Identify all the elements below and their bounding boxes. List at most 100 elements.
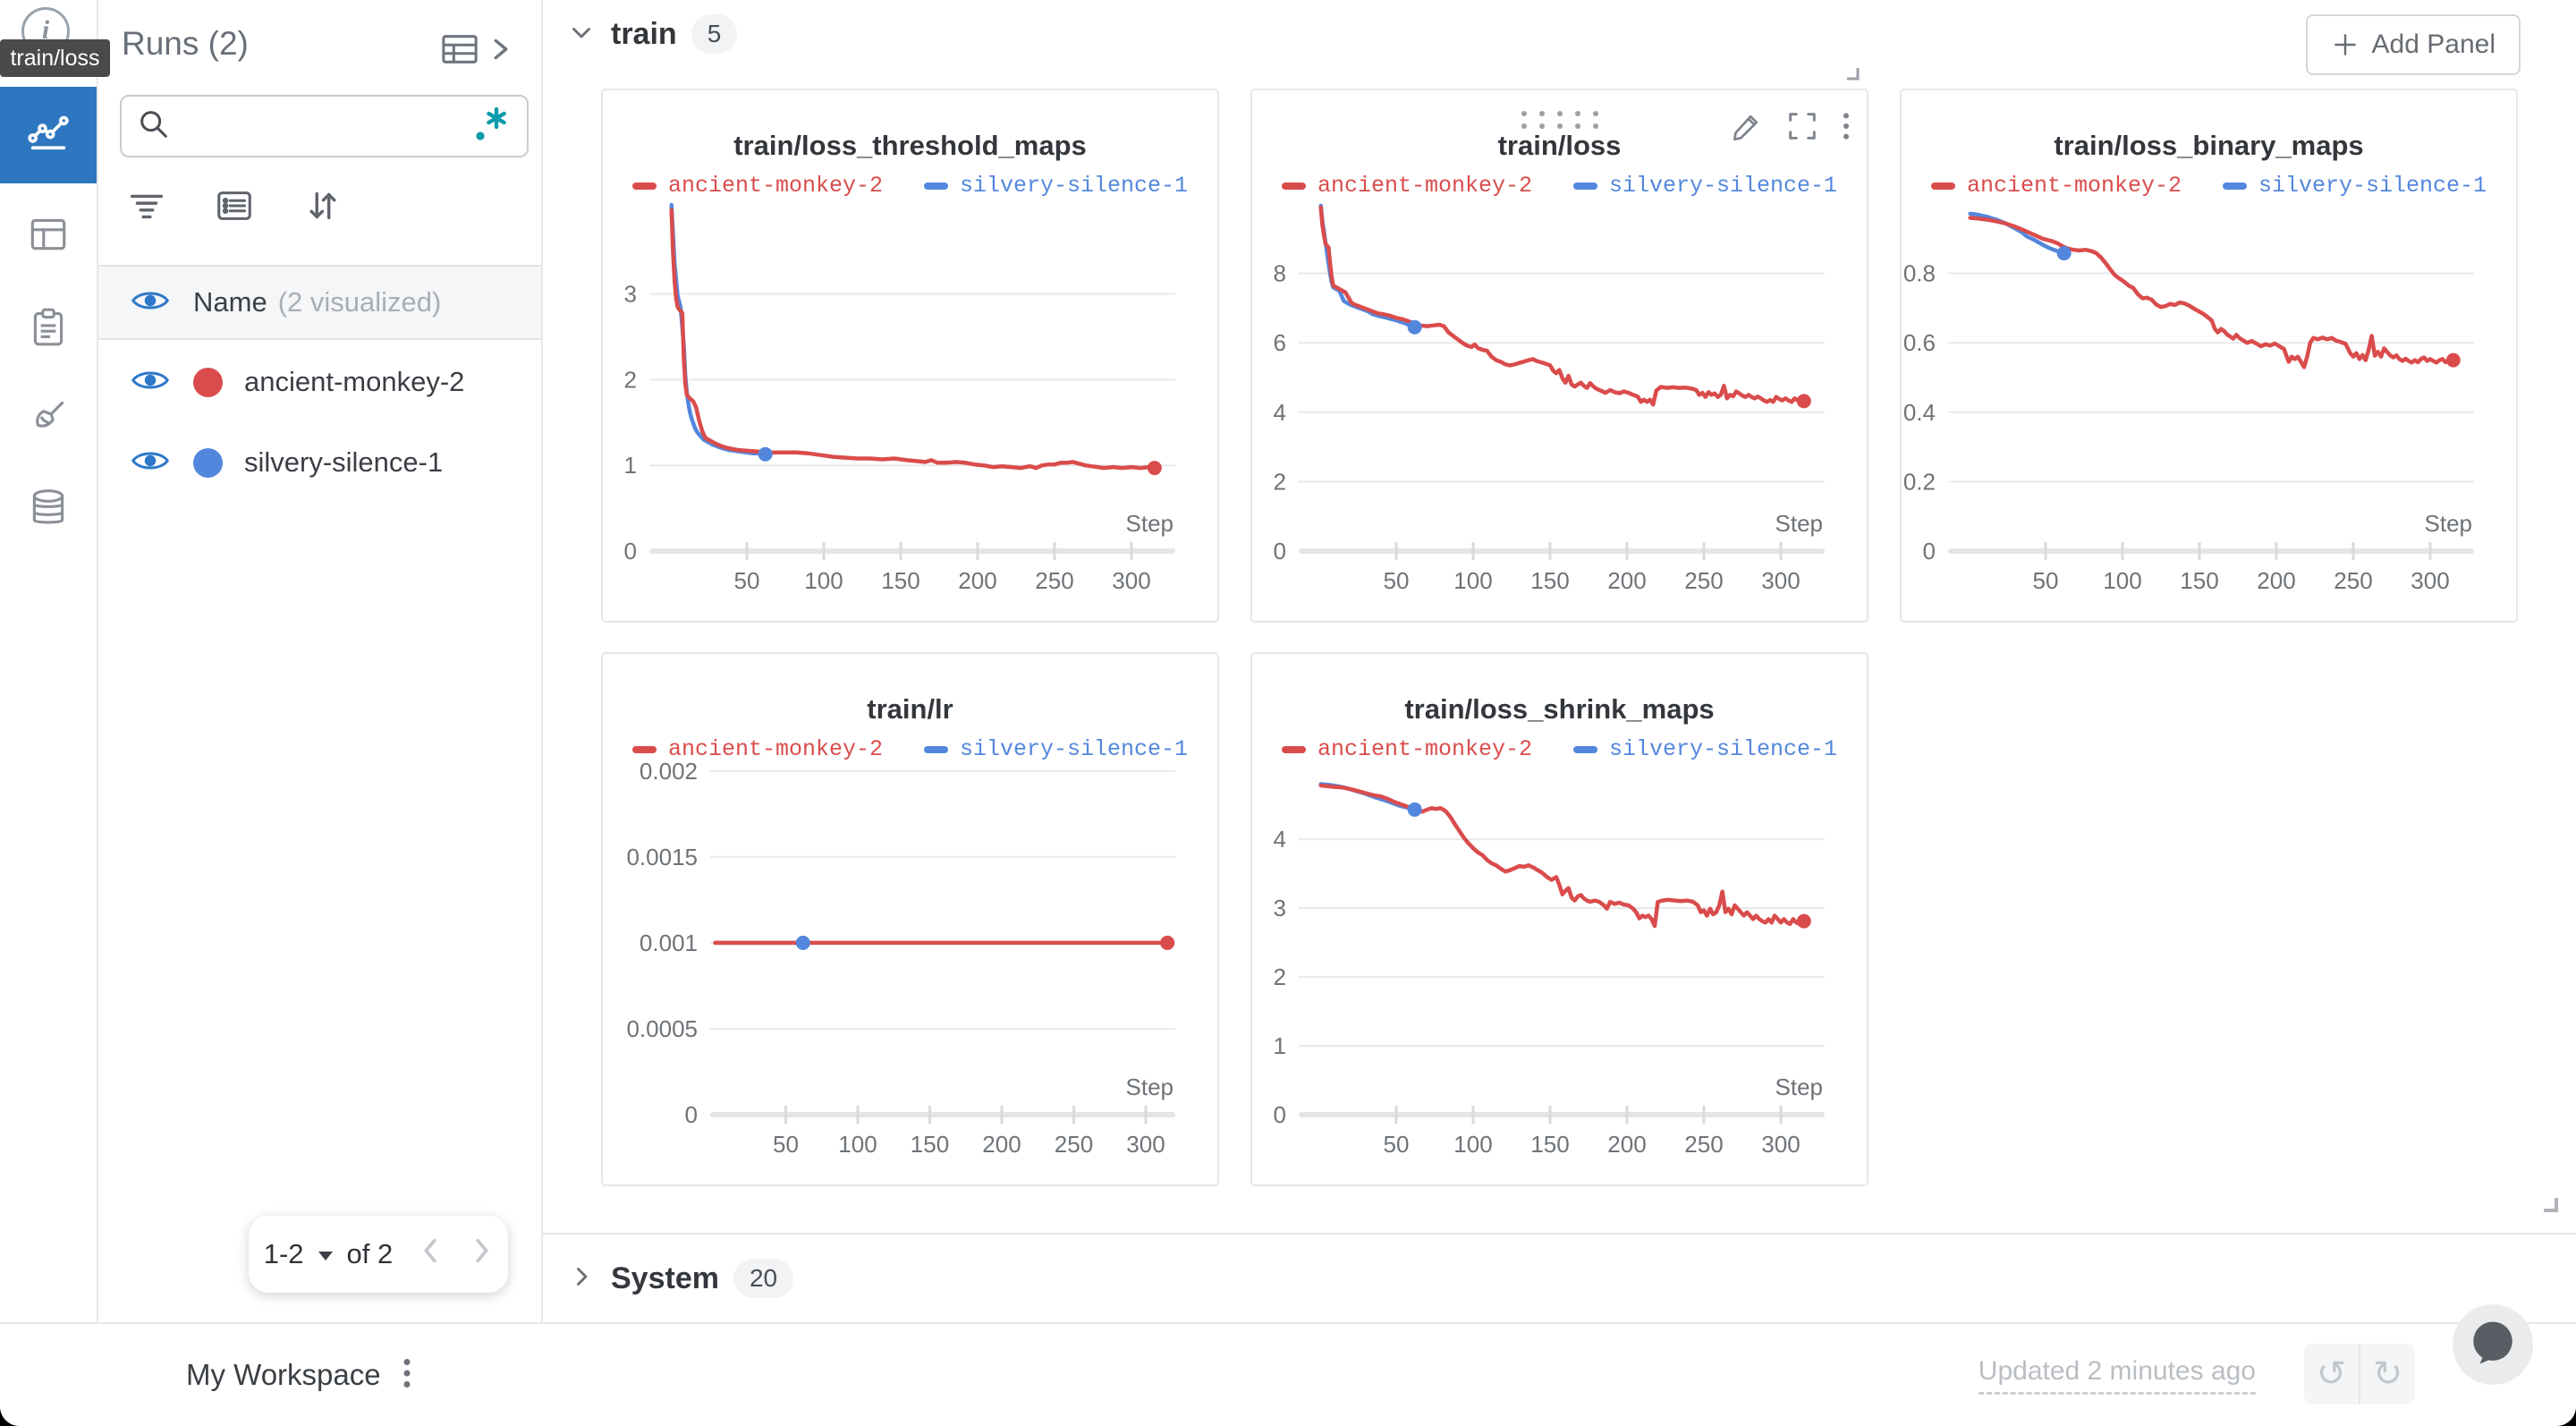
legend-swatch: [631, 182, 657, 190]
search-input[interactable]: [184, 111, 466, 141]
run-name[interactable]: ancient-monkey-2: [244, 366, 465, 397]
sidebar-item-panels[interactable]: [0, 87, 97, 183]
svg-text:150: 150: [911, 1131, 949, 1158]
svg-text:50: 50: [1384, 1131, 1410, 1158]
svg-text:50: 50: [773, 1131, 799, 1158]
chart-legend: ancient-monkey-2 silvery-silence-1: [603, 173, 1217, 199]
chart-plot[interactable]: 0 1 2 3 50 100 150 200 250 300 Step: [603, 90, 1217, 621]
svg-text:3: 3: [1274, 895, 1286, 921]
svg-text:6: 6: [1274, 329, 1286, 356]
svg-text:250: 250: [1035, 567, 1073, 594]
eye-icon[interactable]: [131, 367, 170, 398]
chart-panel[interactable]: 0 0.2 0.4 0.6 0.8 50 100 150 200 250 300 Step train…: [1900, 89, 2518, 623]
sidebar-item-logs[interactable]: [0, 301, 97, 358]
chart-legend: ancient-monkey-2 silvery-silence-1: [1252, 736, 1867, 762]
edit-panel-icon[interactable]: [1729, 108, 1765, 149]
runs-table-icon[interactable]: [439, 30, 480, 72]
sort-icon[interactable]: [301, 184, 343, 227]
legend-swatch: [631, 745, 657, 753]
legend-label: ancient-monkey-2: [667, 736, 883, 762]
chart-plot[interactable]: 0 2 4 6 8 50 100 150 200 250 300 Step: [1252, 90, 1867, 621]
section-system-header[interactable]: System 20: [543, 1233, 2576, 1322]
section-resize-handle[interactable]: [2541, 1195, 2559, 1218]
svg-text:250: 250: [1055, 1131, 1093, 1158]
svg-text:250: 250: [1684, 1131, 1723, 1158]
updated-status[interactable]: Updated 2 minutes ago: [1978, 1324, 2256, 1426]
sidebar-item-artifacts[interactable]: [0, 481, 97, 539]
svg-text:Step: Step: [1775, 1074, 1824, 1100]
search-box[interactable]: [120, 95, 529, 157]
sidebar-item-table[interactable]: [0, 208, 97, 265]
svg-text:150: 150: [1530, 1131, 1569, 1158]
chart-plot[interactable]: 0 0.0005 0.001 0.0015 0.002 50 100 150 200 250 300…: [603, 654, 1217, 1184]
svg-text:0.0005: 0.0005: [626, 1015, 698, 1042]
redo-icon[interactable]: ↻: [2372, 1354, 2403, 1395]
chart-legend: ancient-monkey-2 silvery-silence-1: [603, 736, 1217, 762]
footer-bar: My Workspace Updated 2 minutes ago ↺ ↻: [0, 1304, 2576, 1426]
run-row[interactable]: silvery-silence-1: [98, 422, 541, 503]
drag-handle-icon[interactable]: [1252, 106, 1867, 133]
legend-swatch: [1573, 182, 1597, 190]
legend-swatch: [924, 182, 948, 190]
section-train-header[interactable]: train 5: [566, 14, 738, 54]
svg-text:Step: Step: [1775, 510, 1824, 537]
svg-text:4: 4: [1274, 399, 1286, 426]
run-name[interactable]: silvery-silence-1: [244, 446, 444, 478]
svg-text:0.6: 0.6: [1903, 329, 1936, 356]
svg-text:0: 0: [624, 538, 637, 564]
svg-text:0: 0: [1923, 538, 1936, 564]
svg-text:0.0015: 0.0015: [626, 844, 698, 870]
sidebar-item-sweeps[interactable]: [0, 390, 97, 447]
broom-icon: [26, 395, 71, 444]
svg-text:150: 150: [2180, 567, 2218, 594]
page-range[interactable]: 1-2: [263, 1238, 304, 1269]
regex-toggle-icon[interactable]: [466, 103, 513, 149]
filter-icon[interactable]: [125, 184, 168, 227]
chart-title: train/loss_binary_maps: [2054, 130, 2364, 161]
chart-panel[interactable]: 0 1 2 3 50 100 150 200 250 300 Step train/loss_thr…: [601, 89, 1219, 623]
eye-icon[interactable]: [131, 447, 170, 479]
chart-plot[interactable]: 0 1 2 3 4 50 100 150 200 250 300 Step: [1252, 654, 1867, 1184]
chat-button[interactable]: [2453, 1304, 2533, 1385]
chart-panel[interactable]: 0 1 2 3 4 50 100 150 200 250 300 Step train/loss_sh…: [1250, 652, 1868, 1186]
chevron-right-icon[interactable]: [566, 1261, 597, 1296]
runs-list-header[interactable]: Name (2 visualized): [98, 265, 541, 340]
section-label[interactable]: System: [611, 1260, 719, 1295]
chart-title: train/loss_shrink_maps: [1404, 693, 1715, 725]
svg-text:200: 200: [2257, 567, 2295, 594]
svg-text:100: 100: [1453, 1131, 1492, 1158]
workspace-menu-icon[interactable]: [401, 1355, 413, 1396]
legend-label: silvery-silence-1: [1609, 173, 1838, 199]
chart-title: train/loss: [1497, 130, 1622, 161]
add-panel-button[interactable]: Add Panel: [2305, 14, 2521, 75]
svg-text:0: 0: [1274, 1101, 1286, 1128]
chart-plot[interactable]: 0 0.2 0.4 0.6 0.8 50 100 150 200 250 300 Step: [1902, 90, 2516, 621]
chart-panel[interactable]: 0 2 4 6 8 50 100 150 200 250 300 Step: [1250, 68, 1868, 623]
visualized-count: (2 visualized): [277, 286, 442, 318]
kebab-menu-icon[interactable]: [1840, 108, 1852, 149]
section-label[interactable]: train: [611, 16, 677, 51]
run-color-dot[interactable]: [193, 447, 223, 478]
legend-swatch: [1281, 182, 1306, 190]
prev-page-icon[interactable]: [419, 1235, 443, 1273]
fullscreen-icon[interactable]: [1784, 108, 1820, 149]
undo-icon[interactable]: ↺: [2304, 1344, 2360, 1405]
run-color-dot[interactable]: [193, 367, 223, 397]
svg-text:0.8: 0.8: [1903, 260, 1936, 287]
svg-text:1: 1: [624, 452, 637, 479]
legend-swatch: [1930, 182, 1955, 190]
svg-text:150: 150: [881, 567, 919, 594]
legend-swatch: [1573, 745, 1597, 753]
panel-resize-handle[interactable]: [1845, 66, 1860, 85]
legend-label: silvery-silence-1: [960, 173, 1189, 199]
chart-panel[interactable]: 0 0.0005 0.001 0.0015 0.002 50 100 150 200 250 300…: [601, 652, 1219, 1186]
eye-icon[interactable]: [131, 287, 170, 318]
page-size-caret-icon[interactable]: [318, 1252, 333, 1260]
run-row[interactable]: ancient-monkey-2: [98, 342, 541, 422]
workspace-title[interactable]: My Workspace: [186, 1358, 381, 1391]
svg-text:100: 100: [2103, 567, 2141, 594]
expand-runs-chevron-icon[interactable]: [487, 30, 514, 72]
list-settings-icon[interactable]: [213, 184, 256, 227]
next-page-icon[interactable]: [470, 1235, 493, 1273]
chevron-down-icon[interactable]: [566, 17, 597, 52]
